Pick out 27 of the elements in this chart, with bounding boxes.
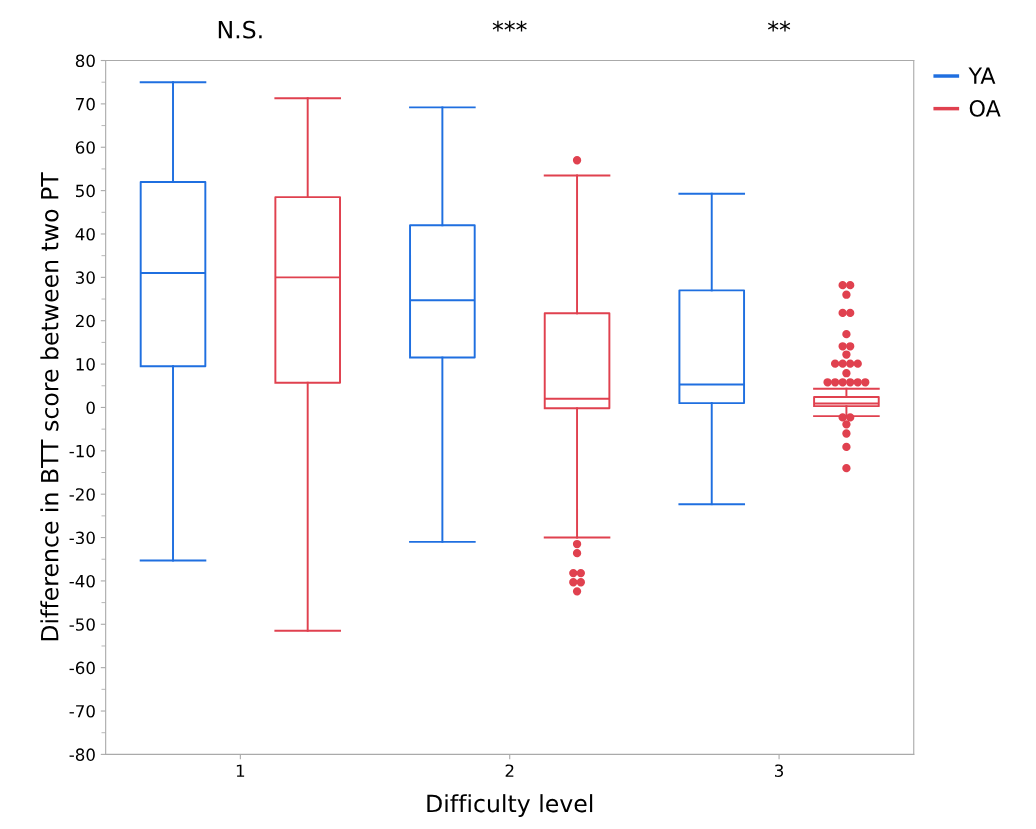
y-tick-label: 0 bbox=[86, 401, 95, 415]
y-tick-label: 10 bbox=[76, 358, 95, 371]
y-tick-label: -80 bbox=[69, 748, 95, 761]
x-tick-label: 2 bbox=[505, 764, 514, 777]
y-tick-label: -60 bbox=[69, 661, 95, 675]
y-tick-label: 80 bbox=[75, 54, 95, 68]
text: N.S. bbox=[218, 20, 262, 39]
x-tick-label: 3 bbox=[775, 764, 784, 778]
text: ** bbox=[767, 20, 791, 32]
y-tick-label: -40 bbox=[69, 574, 95, 588]
y-tick-label: 20 bbox=[75, 314, 95, 328]
y-tick-label: 70 bbox=[76, 97, 95, 111]
legend-label: YA bbox=[968, 67, 996, 84]
y-tick-label: -20 bbox=[69, 488, 95, 501]
y-tick-label: -10 bbox=[69, 444, 95, 458]
y-tick-label: -70 bbox=[69, 704, 95, 718]
y-tick-label: 30 bbox=[76, 271, 95, 284]
y-axis-title: Difference in BTT score between two PT bbox=[40, 172, 59, 641]
y-tick-label: 50 bbox=[76, 184, 95, 198]
y-tick-label: 40 bbox=[75, 227, 95, 241]
x-axis-title: Difficulty level bbox=[427, 794, 593, 817]
text: *** bbox=[492, 20, 527, 32]
legend-label: OA bbox=[969, 99, 1001, 117]
y-tick-label: 60 bbox=[75, 141, 95, 154]
y-tick-label: -30 bbox=[69, 531, 95, 545]
x-tick-label: 1 bbox=[236, 764, 245, 777]
y-tick-label: -50 bbox=[69, 618, 95, 631]
